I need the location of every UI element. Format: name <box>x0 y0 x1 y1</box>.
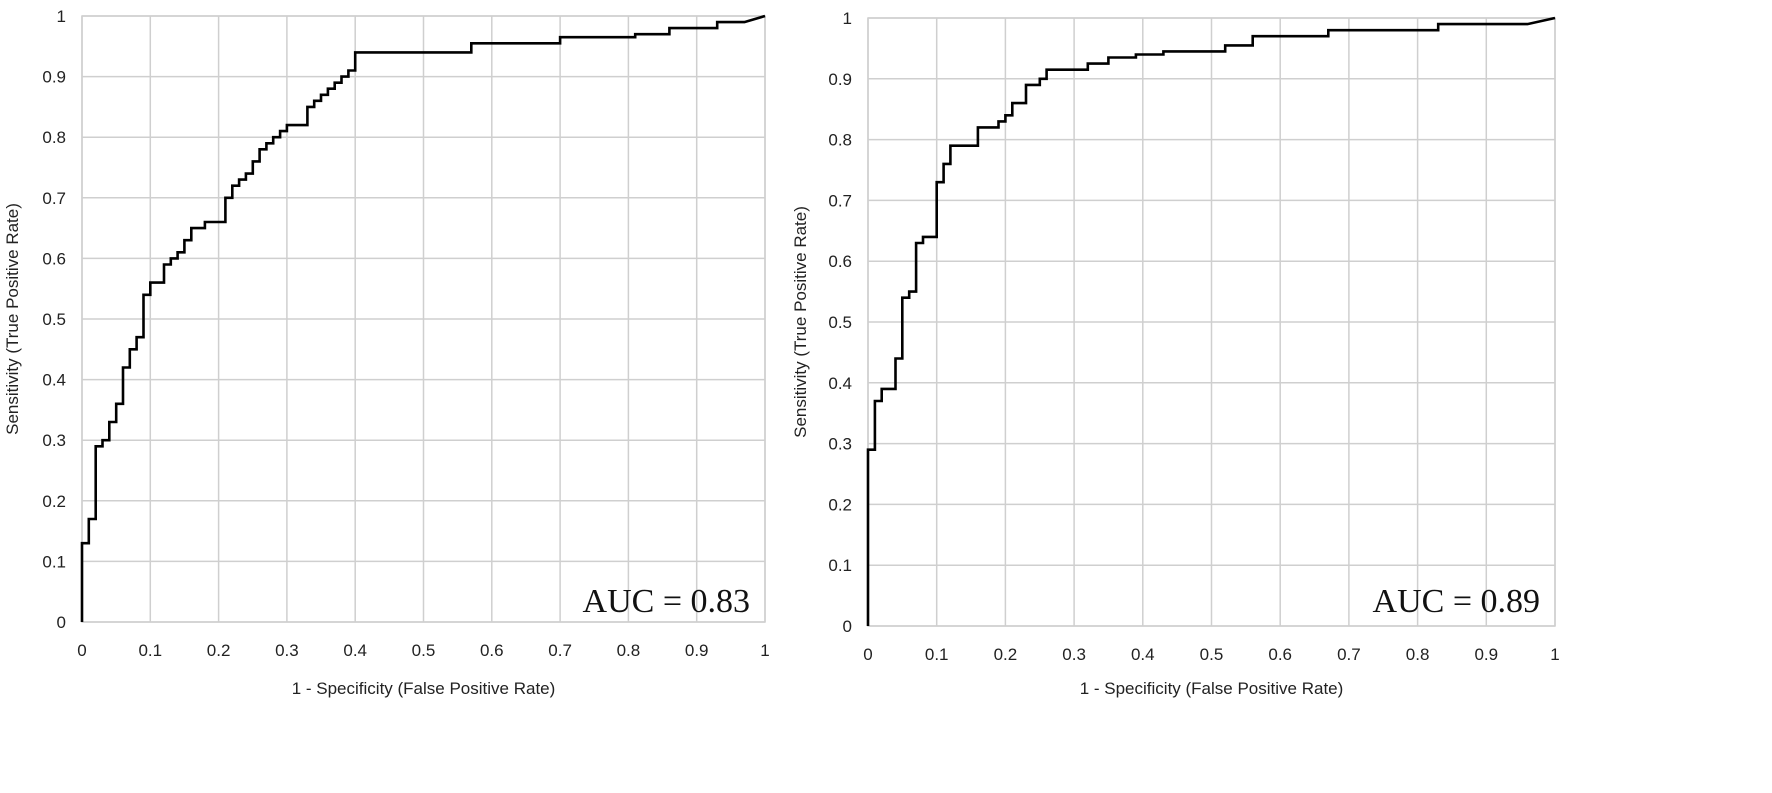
y-tick-label: 0.7 <box>42 189 66 208</box>
x-tick-label: 0.5 <box>1200 645 1224 664</box>
y-tick-label: 0.2 <box>42 492 66 511</box>
roc-curve-line <box>866 16 1556 626</box>
y-axis-label: Sensitivity (True Positive Rate) <box>3 203 22 435</box>
roc-chart-right-svg: 0 0.1 0.2 0.3 0.4 0.5 0.6 0.7 0.8 0.9 1 0 0.1 0.2 0.3 0… <box>791 9 1560 698</box>
x-tick-label: 0.7 <box>1337 645 1361 664</box>
x-tick-label: 0.3 <box>275 641 299 660</box>
auc-annotation: AUC = 0.89 <box>1373 583 1540 620</box>
y-axis-label: Sensitivity (True Positive Rate) <box>791 206 810 438</box>
x-tick-label: 1 <box>760 641 769 660</box>
x-tick-label: 0.2 <box>994 645 1018 664</box>
x-tick-label: 1 <box>1550 645 1559 664</box>
x-tick-label: 0.7 <box>548 641 572 660</box>
roc-chart-right: 0 0.1 0.2 0.3 0.4 0.5 0.6 0.7 0.8 0.9 1 0 0.1 0.2 0.3 0… <box>790 0 1570 793</box>
y-tick-label: 0.2 <box>828 495 852 514</box>
plot-area-frame <box>867 17 1556 627</box>
y-tick-label: 0.5 <box>42 310 66 329</box>
y-tick-label: 0 <box>57 613 66 632</box>
y-tick-label: 0.7 <box>828 191 852 210</box>
x-tick-label: 0.3 <box>1062 645 1086 664</box>
x-tick-label: 0 <box>863 645 872 664</box>
x-tick-label: 0.4 <box>1131 645 1155 664</box>
x-tick-label: 0 <box>77 641 86 660</box>
y-tick-label: 0.1 <box>828 556 852 575</box>
y-tick-label: 1 <box>57 7 66 26</box>
y-tick-label: 0.6 <box>42 249 66 268</box>
y-tick-label: 0.6 <box>828 252 852 271</box>
x-tick-label: 0.6 <box>1268 645 1292 664</box>
x-tick-label: 0.8 <box>1406 645 1430 664</box>
y-tick-label: 0 <box>843 617 852 636</box>
y-tick-label: 1 <box>843 9 852 28</box>
x-tick-label: 0.9 <box>685 641 709 660</box>
x-axis-label: 1 - Specificity (False Positive Rate) <box>292 679 556 698</box>
x-tick-label: 0.2 <box>207 641 231 660</box>
y-tick-label: 0.8 <box>828 131 852 150</box>
x-tick-label: 0.8 <box>617 641 641 660</box>
auc-annotation: AUC = 0.83 <box>583 583 750 620</box>
roc-curve-line <box>80 14 766 622</box>
roc-chart-left-svg: 0 0.1 0.2 0.3 0.4 0.5 0.6 0.7 0.8 0.9 1 0 0.1 0.2 0.3 0… <box>3 7 770 698</box>
y-tick-label: 0.3 <box>42 431 66 450</box>
x-tick-label: 0.1 <box>138 641 162 660</box>
y-tick-label: 0.4 <box>828 374 852 393</box>
y-tick-label: 0.9 <box>828 70 852 89</box>
x-tick-label: 0.1 <box>925 645 949 664</box>
roc-chart-left: 0 0.1 0.2 0.3 0.4 0.5 0.6 0.7 0.8 0.9 1 0 0.1 0.2 0.3 0… <box>0 0 780 793</box>
y-tick-label: 0.1 <box>42 552 66 571</box>
x-tick-label: 0.4 <box>343 641 367 660</box>
y-tick-label: 0.8 <box>42 128 66 147</box>
x-tick-label: 0.9 <box>1474 645 1498 664</box>
y-tick-label: 0.9 <box>42 68 66 87</box>
plot-area-frame <box>81 15 766 623</box>
y-tick-label: 0.5 <box>828 313 852 332</box>
y-tick-label: 0.3 <box>828 435 852 454</box>
x-tick-label: 0.6 <box>480 641 504 660</box>
y-tick-label: 0.4 <box>42 371 66 390</box>
x-axis-label: 1 - Specificity (False Positive Rate) <box>1080 679 1344 698</box>
x-tick-label: 0.5 <box>412 641 436 660</box>
